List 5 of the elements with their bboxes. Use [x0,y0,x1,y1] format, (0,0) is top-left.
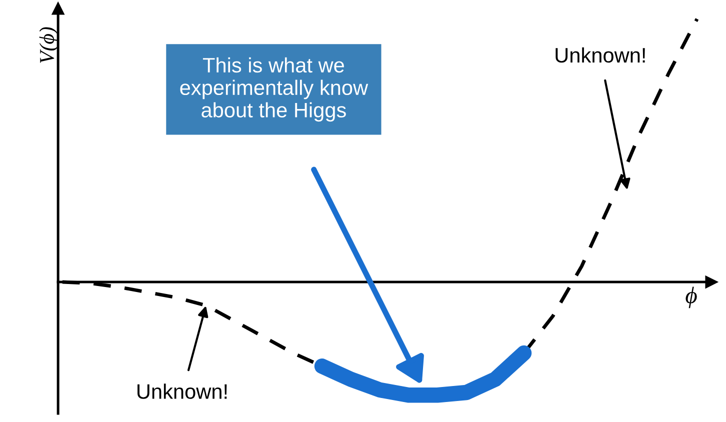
annotation: Unknown! [138,384,227,399]
y-axis-title: V(ϕ) [39,27,58,63]
x-axis-title: ϕ [686,286,697,308]
annotation: This is what we experimentally know about the Higgs [180,57,368,122]
annotation: Unknown! [556,47,645,63]
